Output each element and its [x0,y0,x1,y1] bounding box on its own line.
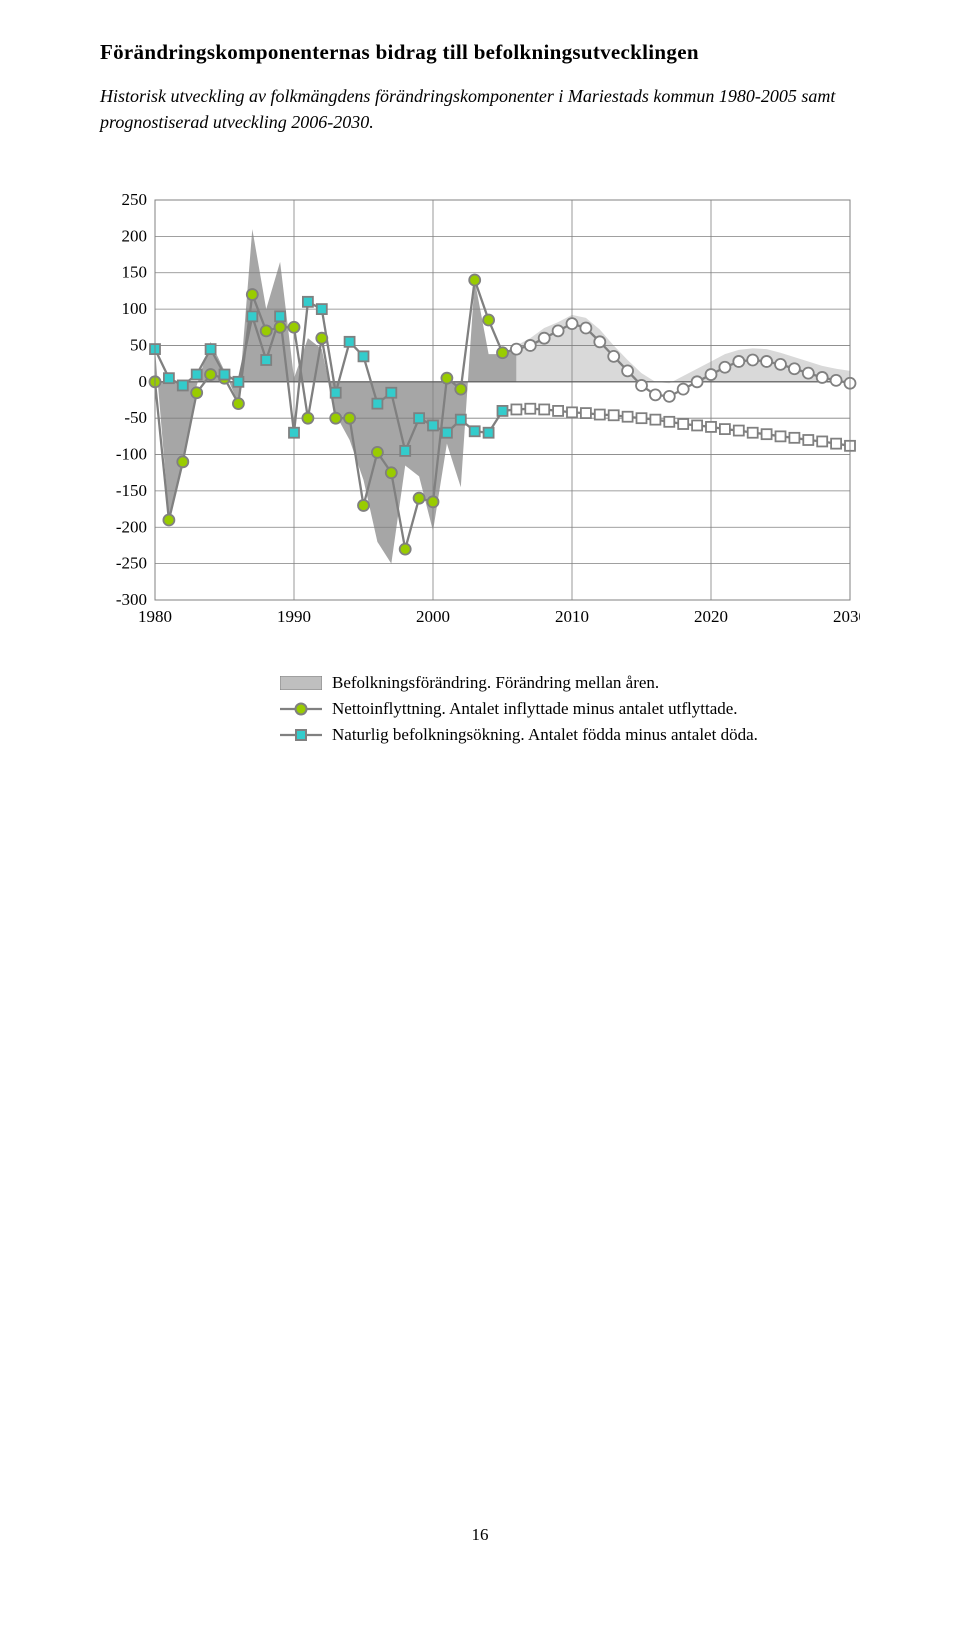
svg-text:-150: -150 [116,481,147,500]
svg-text:1980: 1980 [138,607,172,626]
page-subtitle: Historisk utveckling av folkmängdens för… [100,83,860,135]
legend-label: Naturlig befolkningsökning. Antalet född… [332,725,758,745]
legend-swatch-square [280,725,322,745]
svg-text:-100: -100 [116,445,147,464]
chart-legend: Befolkningsförändring. Förändring mellan… [280,673,860,745]
svg-text:-200: -200 [116,517,147,536]
legend-label: Befolkningsförändring. Förändring mellan… [332,673,659,693]
legend-item-area: Befolkningsförändring. Förändring mellan… [280,673,860,693]
svg-text:150: 150 [122,263,148,282]
svg-text:250: 250 [122,190,148,209]
page-title: Förändringskomponenternas bidrag till be… [100,40,860,65]
legend-swatch-area [280,673,322,693]
page-number: 16 [100,1525,860,1545]
svg-text:2020: 2020 [694,607,728,626]
svg-text:-250: -250 [116,554,147,573]
svg-text:2030: 2030 [833,607,860,626]
population-chart: 250200150100500-50-100-150-200-250-30019… [100,190,860,648]
svg-text:100: 100 [122,299,148,318]
svg-text:50: 50 [130,336,147,355]
svg-text:200: 200 [122,227,148,246]
svg-text:1990: 1990 [277,607,311,626]
svg-text:2000: 2000 [416,607,450,626]
chart-container: 250200150100500-50-100-150-200-250-30019… [100,190,860,745]
svg-text:2010: 2010 [555,607,589,626]
legend-label: Nettoinflyttning. Antalet inflyttade min… [332,699,738,719]
legend-item-square: Naturlig befolkningsökning. Antalet född… [280,725,860,745]
legend-swatch-circle [280,699,322,719]
svg-text:0: 0 [139,372,148,391]
svg-text:-50: -50 [124,408,147,427]
page-container: Förändringskomponenternas bidrag till be… [0,0,960,1585]
legend-item-circle: Nettoinflyttning. Antalet inflyttade min… [280,699,860,719]
